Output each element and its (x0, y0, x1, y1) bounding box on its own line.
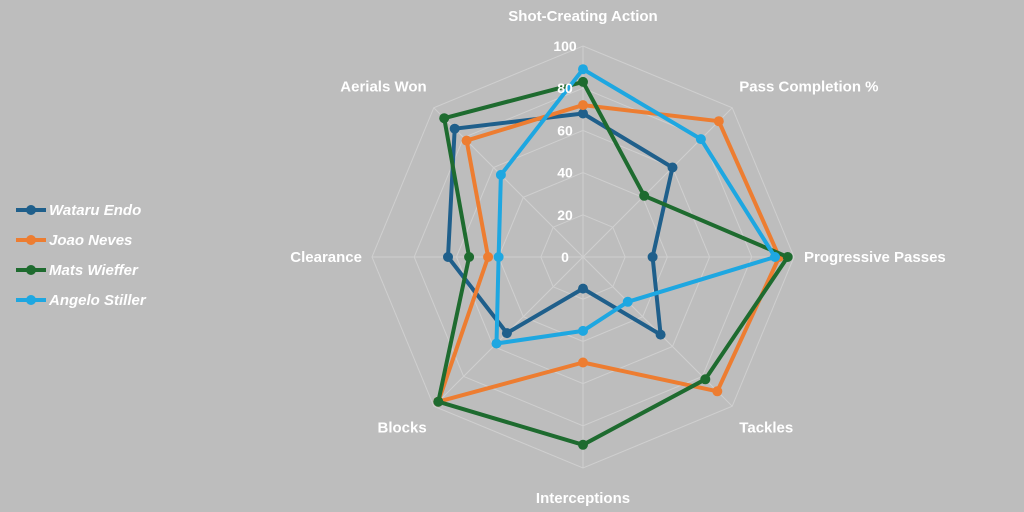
radar-series (433, 64, 793, 450)
axis-label: Aerials Won (340, 79, 426, 96)
data-point (433, 396, 444, 407)
data-point (493, 252, 504, 262)
grid-spoke (582, 107, 733, 258)
data-point (578, 76, 588, 87)
radar-grid (371, 45, 795, 469)
legend-item: Angelo Stiller (16, 292, 147, 309)
data-point (695, 134, 706, 145)
data-point (578, 325, 588, 336)
data-point (578, 100, 588, 111)
series-joao-neves (433, 100, 785, 407)
series-line (436, 79, 790, 447)
data-point (483, 252, 494, 262)
axis-label: Clearance (290, 249, 362, 266)
data-point (501, 328, 512, 339)
data-point (655, 329, 666, 340)
data-point (578, 283, 588, 294)
axis-label: Interceptions (536, 490, 630, 507)
data-point (491, 338, 502, 349)
legend-swatch-marker (26, 205, 36, 215)
data-point (439, 113, 450, 124)
axis-label: Pass Completion % (739, 79, 878, 96)
data-point (782, 252, 793, 262)
tick-label: 40 (557, 165, 573, 181)
data-point (647, 252, 658, 262)
legend-item: Mats Wieffer (16, 262, 139, 279)
tick-label: 60 (557, 122, 573, 138)
data-point (443, 252, 453, 262)
axis-label: Blocks (377, 419, 426, 436)
data-point (712, 386, 723, 397)
data-point (578, 357, 588, 368)
data-point (578, 439, 588, 450)
legend-label: Mats Wieffer (49, 262, 139, 279)
data-point (578, 64, 588, 75)
series-mats-wieffer (433, 76, 793, 450)
data-point (622, 296, 633, 307)
data-point (700, 374, 711, 385)
series-angelo-stiller (491, 64, 780, 349)
legend-label: Joao Neves (49, 232, 132, 249)
grid-spoke (433, 107, 584, 258)
tick-label: 100 (553, 38, 577, 54)
radial-tick-labels: 0 20 40 60 80 100 (553, 38, 577, 265)
data-point (770, 252, 780, 262)
legend-swatch-marker (26, 295, 36, 305)
legend-label: Wataru Endo (49, 202, 141, 219)
tick-label: 80 (557, 80, 573, 96)
legend-item: Wataru Endo (16, 202, 141, 219)
axis-label: Progressive Passes (804, 249, 946, 266)
axis-label: Tackles (739, 419, 793, 436)
legend: Wataru Endo Joao Neves Mats Wieffer Angelo … (16, 202, 147, 309)
data-point (461, 135, 472, 146)
data-point (464, 252, 475, 262)
data-point (667, 162, 678, 173)
axis-labels: Shot-Creating Action Pass Completion % Pro… (290, 8, 946, 507)
data-point (639, 190, 650, 201)
data-point (578, 108, 588, 119)
data-point (713, 116, 724, 127)
legend-label: Angelo Stiller (48, 292, 147, 309)
legend-item: Joao Neves (16, 232, 132, 249)
data-point (495, 169, 506, 180)
legend-swatch-marker (26, 235, 36, 245)
legend-swatch-marker (26, 265, 36, 275)
data-point (449, 123, 460, 134)
tick-label: 20 (557, 207, 573, 223)
tick-label: 0 (561, 249, 569, 265)
axis-label: Shot-Creating Action (508, 8, 657, 25)
